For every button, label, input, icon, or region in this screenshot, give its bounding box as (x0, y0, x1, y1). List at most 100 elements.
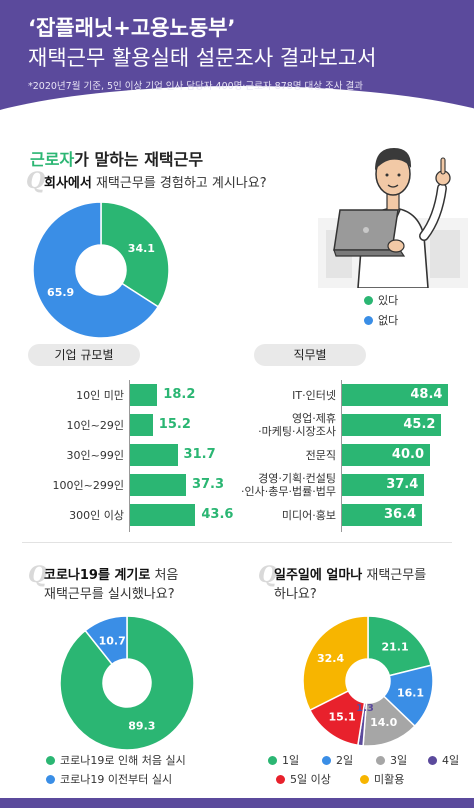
pie3-legend-item: 1일 (268, 752, 299, 768)
bars1-bar (130, 504, 196, 526)
bars2-value-label: 36.4 (384, 507, 417, 522)
bars2-category-label-line: ·인사·총무·법률·법무 (241, 485, 336, 498)
bars1-category-label-line: 300인 이상 (69, 508, 124, 522)
bars1-value-label: 18.2 (163, 387, 196, 402)
pie3-slice-0 (367, 615, 432, 677)
bars1-value-label: 15.2 (158, 417, 191, 432)
pie3-legend-dot (428, 755, 437, 765)
bars1-category-label: 10인 미만 (76, 389, 124, 402)
pie3-legend-item: 4일 (428, 752, 459, 768)
legend-item-covid-first: 코로나19로 인해 처음 실시 (46, 752, 186, 768)
q2-rest: 처음 (150, 568, 179, 583)
pie-chart-covid: 89.3 10.7 (59, 615, 195, 751)
section-divider (22, 542, 452, 543)
pie3-value-label-4: 15.1 (328, 711, 355, 724)
pie3-legend-label: 5일 이상 (290, 773, 331, 786)
bars1-category-label-line: 100인~299인 (52, 478, 124, 492)
bars2-category-label: 경영·기획·컨설팅 ·인사·총무·법률·법무 (241, 472, 336, 498)
pie3-legend-label: 1일 (282, 754, 300, 767)
pie1-slice-0 (100, 201, 170, 308)
q2-line2: 재택근무를 실시했나요? (44, 587, 175, 602)
pie3-legend-label: 2일 (336, 754, 354, 767)
pie3-value-label-5: 32.4 (317, 652, 344, 665)
footer-bar (0, 798, 474, 808)
bars2-bar (342, 384, 449, 406)
question-icon-q3: Q (258, 562, 278, 588)
q3-bold: 일주일에 얼마나 (274, 568, 363, 583)
bars1-category-label: 300인 이상 (69, 509, 124, 522)
pie1-slice-1 (32, 201, 160, 339)
section-title: 근로자가 말하는 재택근무 (30, 146, 203, 170)
bars2-category-label: 미디어·홍보 (282, 509, 336, 522)
bars1-category-label: 100인~299인 (53, 479, 124, 492)
q2-text: 코로나19를 계기로 처음 재택근무를 실시했나요? (44, 566, 178, 604)
bars2-category-label-line: ·마케팅·시장조사 (258, 425, 336, 438)
bars2-bar (342, 444, 430, 466)
legend-label-covid-first: 코로나19로 인해 처음 실시 (60, 754, 186, 767)
bar-chart-title-job: 직무별 (254, 344, 366, 366)
pie1-value-label-1: 65.9 (47, 286, 74, 299)
header-note: *2020년7월 기준, 5인 이상 기업 인사 담당자 400명·근로자 87… (28, 81, 364, 92)
q3-text: 일주일에 얼마나 재택근무를 하나요? (274, 566, 426, 604)
pie3-legend-dot (268, 755, 277, 765)
pie3-legend-item: 2일 (322, 752, 353, 768)
bars1-category-label-line: 30인~99인 (66, 448, 124, 462)
pie-chart-weekly-days: 21.1 16.1 14.0 1.315.1 32.4 (302, 615, 434, 747)
section-title-rest: 가 말하는 재택근무 (74, 150, 204, 169)
q3-rest: 재택근무를 (362, 568, 427, 583)
bars2-category-label-line: IT·인터넷 (292, 388, 336, 402)
pie3-legend-item: 5일 이상 (276, 771, 331, 787)
bars2-value-label: 37.4 (386, 477, 419, 492)
bars1-category-label-line: 10인~29인 (66, 418, 124, 432)
pie-chart-experience: 34.1 65.9 (32, 201, 170, 339)
legend-label-no: 없다 (378, 314, 399, 327)
question-icon-q2: Q (28, 562, 48, 588)
pie3-legend-label: 미활용 (374, 773, 405, 786)
pie3-value-label-3: 1.3 (356, 703, 374, 714)
bars2-category-label-line: 미디어·홍보 (281, 508, 336, 522)
pie2-value-label-1: 10.7 (99, 635, 126, 648)
bars1-axis-line (129, 380, 130, 532)
legend-item-before-covid: 코로나19 이전부터 실시 (46, 771, 172, 787)
bar-chart-title-company-size: 기업 규모별 (28, 344, 140, 366)
bars1-category-label-line: 10인 미만 (76, 388, 124, 402)
pie3-value-label-1: 16.1 (397, 686, 424, 699)
bars2-bar (342, 474, 425, 496)
bars1-bar (130, 384, 158, 406)
bars2-category-label-line: 전문직 (305, 448, 336, 462)
person-illustration (318, 148, 468, 288)
bars2-category-label-line: 경영·기획·컨설팅 (258, 472, 336, 485)
bars2-category-label: 전문직 (306, 449, 336, 462)
bars1-bar (130, 474, 186, 496)
legend-dot-no (364, 315, 373, 325)
legend-item-yes: 있다 (364, 292, 398, 308)
q2-bold: 코로나19를 계기로 (44, 568, 151, 583)
pie3-legend-label: 3일 (390, 754, 408, 767)
pie3-legend-item: 미활용 (360, 771, 404, 787)
pie1-value-label-0: 34.1 (128, 242, 155, 255)
bars2-category-label: 영업·제휴 ·마케팅·시장조사 (258, 412, 336, 438)
bars1-bar (130, 444, 178, 466)
legend-dot-covid-first (46, 755, 55, 765)
section-title-highlight: 근로자 (30, 150, 75, 169)
bars2-value-label: 45.2 (403, 417, 436, 432)
header-title-line2: 재택근무 활용실태 설문조사 결과보고서 (28, 46, 377, 70)
q1-bold: 회사에서 (44, 176, 92, 191)
bars2-category-label: IT·인터넷 (292, 389, 336, 402)
bars2-category-label-line: 영업·제휴 (292, 412, 336, 425)
pie2-slice-0 (59, 615, 195, 751)
legend-dot-yes (364, 295, 373, 305)
header-title-line1: ‘잡플래닛+고용노동부’ (28, 16, 236, 40)
bars2-value-label: 48.4 (410, 387, 443, 402)
bars1-category-label: 30인~99인 (67, 449, 124, 462)
question-icon-q1: Q (26, 168, 46, 194)
pie3-legend-dot (360, 774, 369, 784)
pie3-slice-5 (302, 615, 369, 712)
legend-label-before-covid: 코로나19 이전부터 실시 (60, 773, 173, 786)
bars1-value-label: 31.7 (183, 447, 216, 462)
bars1-value-label: 37.3 (191, 477, 225, 492)
pie2-value-label-0: 89.3 (128, 719, 155, 732)
pie3-value-label-2: 14.0 (370, 716, 397, 729)
pie3-legend-label: 4일 (442, 754, 460, 767)
bars2-axis-line (341, 380, 342, 532)
